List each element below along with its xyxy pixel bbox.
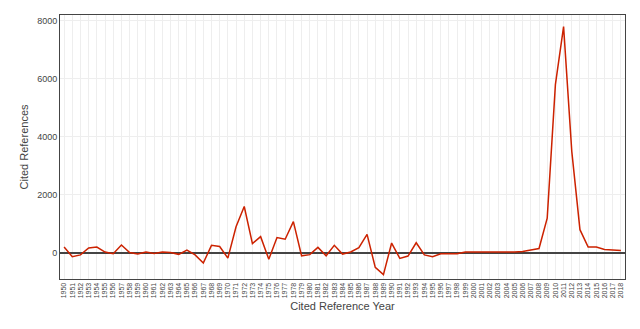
svg-text:1971: 1971 <box>232 283 239 299</box>
svg-text:1966: 1966 <box>191 283 198 299</box>
svg-text:8000: 8000 <box>37 16 57 26</box>
svg-text:2012: 2012 <box>568 283 575 299</box>
svg-text:2000: 2000 <box>470 283 477 299</box>
svg-text:1982: 1982 <box>322 283 329 299</box>
svg-text:1967: 1967 <box>200 283 207 299</box>
svg-text:1999: 1999 <box>462 283 469 299</box>
svg-text:1960: 1960 <box>142 283 149 299</box>
svg-text:1995: 1995 <box>429 283 436 299</box>
svg-text:1958: 1958 <box>126 283 133 299</box>
svg-text:2007: 2007 <box>527 283 534 299</box>
svg-text:2001: 2001 <box>478 283 485 299</box>
svg-text:1997: 1997 <box>445 283 452 299</box>
svg-text:1952: 1952 <box>77 283 84 299</box>
svg-text:1988: 1988 <box>372 283 379 299</box>
svg-text:2008: 2008 <box>535 283 542 299</box>
svg-text:2018: 2018 <box>617 283 624 299</box>
svg-text:1951: 1951 <box>69 283 76 299</box>
svg-text:1990: 1990 <box>388 283 395 299</box>
svg-text:1981: 1981 <box>314 283 321 299</box>
svg-text:1954: 1954 <box>93 283 100 299</box>
svg-text:1991: 1991 <box>396 283 403 299</box>
svg-text:Cited Reference Year: Cited Reference Year <box>290 300 395 312</box>
svg-text:6000: 6000 <box>37 74 57 84</box>
svg-text:1968: 1968 <box>208 283 215 299</box>
svg-text:1963: 1963 <box>167 283 174 299</box>
svg-text:1953: 1953 <box>85 283 92 299</box>
svg-text:1984: 1984 <box>339 283 346 299</box>
svg-text:1950: 1950 <box>60 283 67 299</box>
svg-text:1964: 1964 <box>175 283 182 299</box>
svg-text:1994: 1994 <box>421 283 428 299</box>
svg-text:1972: 1972 <box>241 283 248 299</box>
svg-text:1996: 1996 <box>437 283 444 299</box>
svg-text:2015: 2015 <box>593 283 600 299</box>
svg-text:2006: 2006 <box>519 283 526 299</box>
svg-text:1976: 1976 <box>273 283 280 299</box>
svg-text:1955: 1955 <box>101 283 108 299</box>
svg-text:1983: 1983 <box>331 283 338 299</box>
svg-text:Cited References: Cited References <box>18 104 30 189</box>
svg-text:1998: 1998 <box>453 283 460 299</box>
svg-text:1986: 1986 <box>355 283 362 299</box>
svg-text:2011: 2011 <box>560 283 567 298</box>
svg-text:1993: 1993 <box>412 283 419 299</box>
svg-text:1987: 1987 <box>363 283 370 299</box>
svg-text:2005: 2005 <box>511 283 518 299</box>
svg-text:2009: 2009 <box>543 283 550 299</box>
svg-text:1975: 1975 <box>265 283 272 299</box>
svg-text:1957: 1957 <box>118 283 125 299</box>
svg-text:1978: 1978 <box>290 283 297 299</box>
svg-text:1956: 1956 <box>109 283 116 299</box>
svg-text:1973: 1973 <box>249 283 256 299</box>
svg-text:1985: 1985 <box>347 283 354 299</box>
svg-text:2003: 2003 <box>494 283 501 299</box>
svg-text:2013: 2013 <box>576 283 583 299</box>
svg-text:1961: 1961 <box>150 283 157 299</box>
svg-text:2002: 2002 <box>486 283 493 299</box>
svg-text:1974: 1974 <box>257 283 264 299</box>
svg-text:1962: 1962 <box>159 283 166 299</box>
svg-text:1992: 1992 <box>404 283 411 299</box>
svg-text:1980: 1980 <box>306 283 313 299</box>
svg-text:2014: 2014 <box>584 283 591 299</box>
svg-text:2000: 2000 <box>37 190 57 200</box>
svg-text:2016: 2016 <box>601 283 608 299</box>
svg-text:1965: 1965 <box>183 283 190 299</box>
svg-text:1970: 1970 <box>224 283 231 299</box>
svg-text:1977: 1977 <box>281 283 288 299</box>
svg-text:4000: 4000 <box>37 132 57 142</box>
svg-text:1959: 1959 <box>134 283 141 299</box>
svg-text:2004: 2004 <box>503 283 510 299</box>
svg-text:2010: 2010 <box>552 283 559 299</box>
svg-text:1989: 1989 <box>380 283 387 299</box>
svg-text:2017: 2017 <box>609 283 616 299</box>
svg-text:0: 0 <box>52 248 57 258</box>
svg-text:1969: 1969 <box>216 283 223 299</box>
svg-text:1979: 1979 <box>298 283 305 299</box>
